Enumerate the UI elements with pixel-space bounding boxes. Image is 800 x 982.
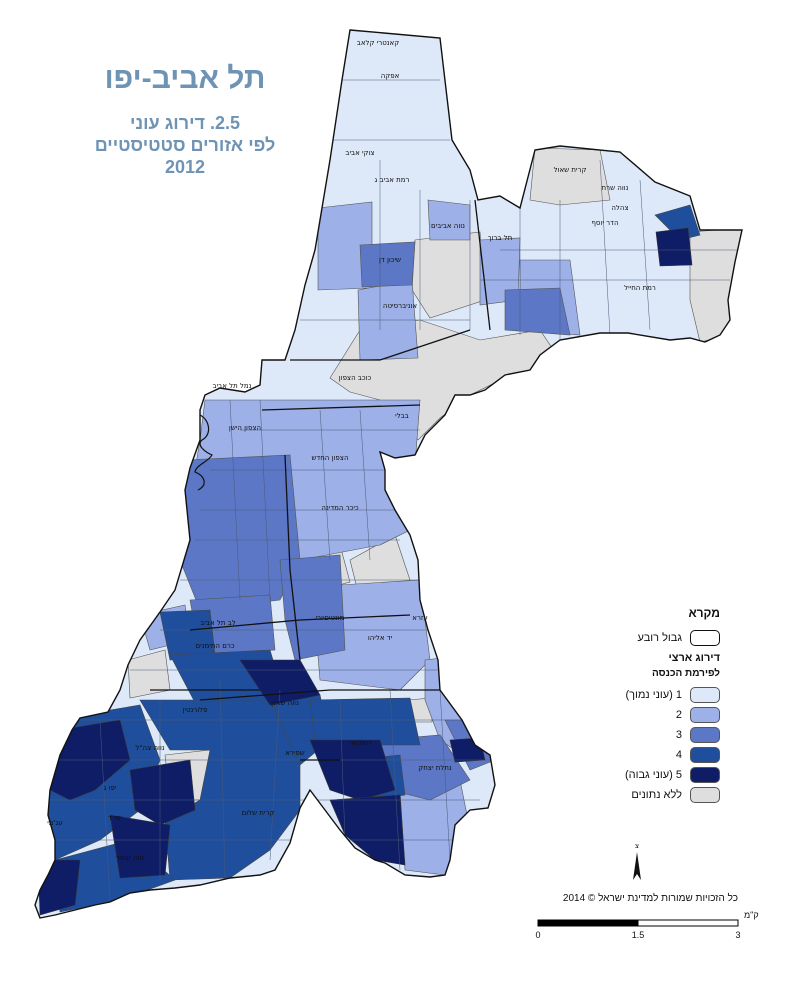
marina-outline <box>194 414 213 491</box>
neighborhood-label: נמל תל אביב <box>213 382 252 390</box>
legend: מקרא גבול רובע דירוג ארצי לפירמת הכנסה 1… <box>560 606 720 805</box>
neighborhood-label: הדר יוסף <box>591 219 618 227</box>
neighborhood-label: נווה שרת <box>602 184 629 192</box>
neighborhood-labels: קאנטרי קלאב אפקה רמת אביב ג נווה אביבים קרית… <box>47 39 656 862</box>
legend-ranking-subtitle: לפירמת הכנסה <box>652 668 720 679</box>
copyright-notice: כל הזכויות שמורות למדינת ישראל © 2014 <box>562 893 738 904</box>
legend-class-label: 1 (עוני נמוך) <box>625 689 682 701</box>
north-arrow-icon: צ <box>633 842 641 880</box>
scale-tick-0: 0 <box>535 930 540 940</box>
neighborhood-label: פלורנטין <box>182 706 207 714</box>
class5-ne-tip <box>655 227 693 267</box>
class3-north-block <box>359 241 416 288</box>
class5-jaffa-south <box>109 814 171 879</box>
neighborhood-label: רמת אביב ג <box>375 176 410 184</box>
neighborhood-label: שיכון דן <box>379 256 401 264</box>
legend-class-swatch <box>690 727 720 743</box>
legend-class-swatch <box>690 767 720 783</box>
legend-class-label: 5 (עוני גבוה) <box>624 769 682 781</box>
boundary-swatch <box>690 630 720 646</box>
scale-segment-2 <box>637 919 739 927</box>
neighborhood-label: נחלת יצחק <box>418 764 452 772</box>
map-title: תל אביב-יפו <box>104 62 266 95</box>
neighborhood-label: כיכר המדינה <box>321 504 359 512</box>
nodata-east-strip <box>689 227 742 343</box>
class3-east-block <box>504 287 571 336</box>
legend-class-label: ללא נתונים <box>631 789 682 801</box>
scale-segment-1 <box>538 920 638 926</box>
legend-class-row: 3 <box>560 725 720 745</box>
class4-east-cluster <box>309 697 421 746</box>
neighborhood-label: יד אליהו <box>368 634 393 642</box>
neighborhood-label: יפו ד <box>108 814 122 822</box>
map-subtitle: 2.5. דירוג עוני לפי אזורים סטטיסטיים 201… <box>60 112 310 178</box>
legend-class-swatch <box>690 707 720 723</box>
legend-class-swatch <box>690 747 720 763</box>
scale-tick-2: 3 <box>735 930 740 940</box>
neighborhood-label: תל ברוך <box>488 234 512 242</box>
class3-center-south <box>279 554 346 661</box>
statistical-area-lines <box>50 79 740 901</box>
legend-class-row: 2 <box>560 705 720 725</box>
legend-class-row: 1 (עוני נמוך) <box>560 685 720 705</box>
subtitle-line1: 2.5. דירוג עוני <box>129 113 241 133</box>
class5-kfar-shalem <box>329 794 406 866</box>
class2-north-e1 <box>427 199 471 241</box>
neighborhood-label: התקווה <box>349 739 372 747</box>
svg-text:צ: צ <box>635 842 639 850</box>
nodata-north-east <box>529 147 611 206</box>
neighborhood-label: יפו ג <box>104 784 117 792</box>
class4-florentin-n <box>159 609 216 661</box>
neighborhood-label: קרית שאול <box>554 166 587 174</box>
subtitle-year: 2012 <box>164 157 206 177</box>
neighborhood-label: כוכב הצפון <box>339 374 372 382</box>
legend-header: מקרא <box>688 606 720 620</box>
neighborhood-label: רמת החייל <box>624 284 656 292</box>
city-boundary <box>34 29 743 919</box>
neighborhood-label: אפקה <box>381 72 400 80</box>
neighborhood-label: לב תל אביב <box>200 619 235 627</box>
neighborhood-label: קרית שלום <box>242 809 275 817</box>
neighborhood-label: נווה שאנן <box>271 699 299 707</box>
legend-class-row: 4 <box>560 745 720 765</box>
scale-tick-1: 1.5 <box>632 930 645 940</box>
legend-ranking-title: דירוג ארצי <box>668 652 720 664</box>
district-boundaries <box>150 199 491 761</box>
scale-frame <box>537 919 739 927</box>
scale-unit: ק"מ <box>744 910 759 920</box>
neighborhood-label: קאנטרי קלאב <box>357 39 399 47</box>
legend-boundary-row: גבול רובע <box>560 628 720 648</box>
legend-class-label: 2 <box>675 709 682 721</box>
neighborhood-label: צהלה <box>611 204 628 212</box>
neighborhood-label: נווה צה"ל <box>135 744 165 752</box>
legend-class-row: ללא נתונים <box>560 785 720 805</box>
legend-boundary-label: גבול רובע <box>637 632 682 644</box>
legend-class-label: 3 <box>675 729 682 741</box>
neighborhood-label: עזרא <box>412 614 427 622</box>
legend-class-swatch <box>690 787 720 803</box>
neighborhood-label: הצפון הישן <box>229 424 261 432</box>
neighborhood-label: שפירא <box>285 749 305 757</box>
legend-classes: 1 (עוני נמוך) 2 3 4 5 (עוני גבוה) ללא נתונים <box>560 685 720 805</box>
neighborhood-label: נווה עופר <box>116 854 144 862</box>
neighborhood-label: כרם התימנים <box>195 642 234 650</box>
class5-east-block <box>449 737 486 763</box>
neighborhood-label: צוקי אביב <box>345 149 374 157</box>
legend-class-row: 5 (עוני גבוה) <box>560 765 720 785</box>
class5-hatikva <box>309 739 396 801</box>
legend-class-swatch <box>690 687 720 703</box>
neighborhood-label: בבלי <box>395 412 409 420</box>
scale-bar: 0 1.5 3 ק"מ <box>535 910 759 940</box>
neighborhood-label: מונטיפיורי <box>316 614 345 622</box>
neighborhood-label: עג'מי <box>47 819 63 827</box>
neighborhood-label: אוניברסיטה <box>383 302 417 310</box>
subtitle-line2: לפי אזורים סטטיסטיים <box>94 135 276 155</box>
class5-jaffa-c <box>129 759 196 826</box>
legend-class-label: 4 <box>675 749 682 761</box>
neighborhood-label: הצפון החדש <box>311 454 348 462</box>
neighborhood-label: נווה אביבים <box>431 222 465 230</box>
